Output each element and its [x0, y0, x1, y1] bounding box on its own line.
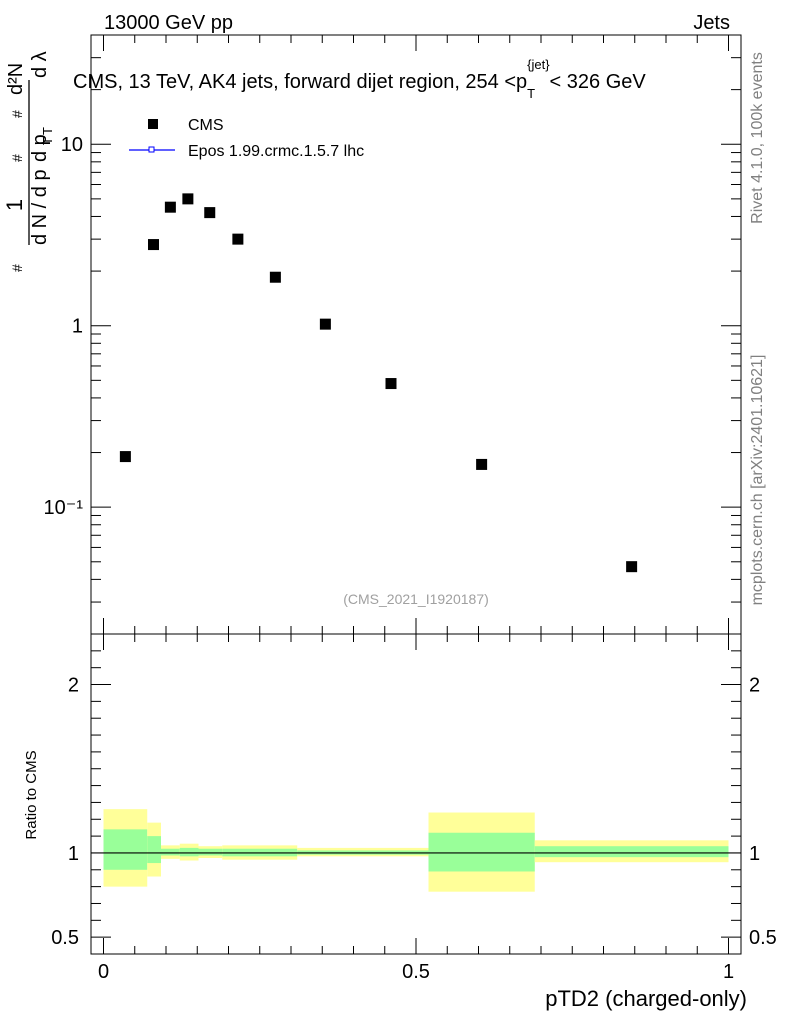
- ratio-band-inner: [179, 847, 199, 857]
- data-point: [319, 318, 331, 330]
- data-points: [119, 193, 638, 573]
- xtick-label: 1: [723, 961, 734, 983]
- data-point: [182, 193, 194, 205]
- data-point: [148, 239, 159, 251]
- legend-mc-marker: [148, 146, 155, 153]
- data-point: [164, 201, 176, 213]
- main-title: CMS, 13 TeV, AK4 jets, forward dijet reg…: [73, 57, 646, 101]
- main-title-p: p: [516, 71, 527, 93]
- header-left: 13000 GeV pp: [104, 12, 233, 34]
- data-point: [476, 458, 488, 470]
- main-title-sup: {jet}: [527, 57, 550, 72]
- xtick-label: 0: [98, 961, 109, 983]
- analysis-watermark: (CMS_2021_I1920187): [343, 591, 489, 607]
- ratio-band-inner: [161, 848, 180, 856]
- main-title-prefix: CMS, 13 TeV, AK4 jets, forward dijet reg…: [73, 71, 516, 93]
- ytick-label-ratio-left: 2: [68, 675, 79, 697]
- data-point: [385, 378, 397, 390]
- ratio-ytick-labels: 0.5 0.5 1 1 2 2: [51, 675, 777, 950]
- xtick-label: 0.5: [402, 961, 430, 983]
- ratio-band-inner: [147, 836, 161, 864]
- header-right: Jets: [693, 12, 730, 34]
- ytick-label-ratio-right: 1: [749, 843, 760, 865]
- mcplots-label: mcplots.cern.ch [arXiv:2401.10621]: [749, 355, 766, 606]
- ylabel-dN: d N / d p: [29, 169, 51, 245]
- main-title-sub: T: [527, 86, 535, 101]
- legend-cms-label: CMS: [188, 117, 224, 134]
- ytick-label-ratio-right: 0.5: [749, 927, 777, 949]
- ylabel-T1: T: [40, 137, 55, 145]
- main-title-suffix: < 326 GeV: [550, 71, 647, 93]
- rivet-label: Rivet 4.1.0, 100k events: [749, 52, 766, 224]
- ylabel-dp: d p: [29, 134, 51, 162]
- ratio-band-inner: [103, 829, 148, 870]
- legend-mc-label: Epos 1.99.crmc.1.5.7 lhc: [188, 143, 364, 160]
- main-ytick-labels: 10 1 10⁻¹: [44, 134, 84, 519]
- ratio-band-inner: [428, 832, 535, 872]
- ytick-label-main: 1: [72, 316, 83, 338]
- ytick-label-ratio-left: 1: [68, 843, 79, 865]
- data-point: [119, 451, 131, 463]
- ratio-band-inner: [198, 848, 223, 856]
- data-point: [204, 207, 216, 219]
- ylabel-hash3: #: [9, 110, 25, 118]
- ylabel-T2: T: [40, 127, 55, 135]
- ytick-label-main: 10⁻¹: [44, 497, 84, 519]
- legend-cms-marker: [148, 119, 158, 129]
- ylabel-one: 1: [2, 199, 27, 211]
- ylabel-hash2: #: [9, 154, 25, 162]
- ylabel-hash1: #: [9, 264, 25, 272]
- xlabel: pTD2 (charged-only): [545, 986, 747, 1011]
- ytick-label-main: 10: [61, 134, 83, 156]
- ylabel-d2N: d²N: [5, 63, 27, 95]
- ratio-ylabel: Ratio to CMS: [23, 750, 40, 839]
- xtick-labels: 0 0.5 1: [98, 961, 734, 983]
- ylabel-dlambda: d λ: [29, 51, 51, 78]
- ytick-label-ratio-right: 2: [749, 675, 760, 697]
- ratio-band-inner: [534, 846, 729, 858]
- data-point: [269, 271, 281, 283]
- main-ylabel: # 1 d N / d p T # d p T # d²N d λ: [2, 51, 55, 272]
- data-point: [626, 561, 638, 573]
- ytick-label-ratio-left: 0.5: [51, 927, 79, 949]
- ratio-axis-ticks: [91, 633, 741, 955]
- ratio-bands: [103, 809, 729, 892]
- data-point: [232, 233, 244, 245]
